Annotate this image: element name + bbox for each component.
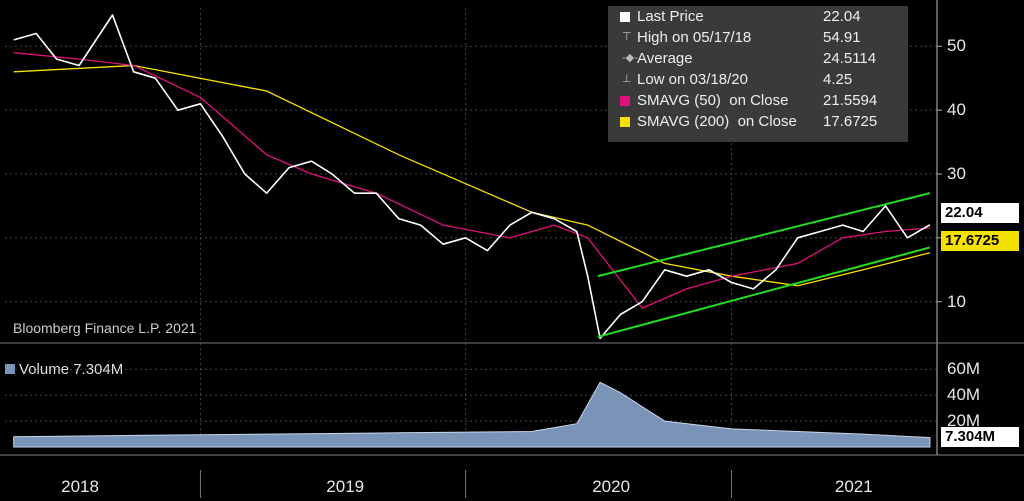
price-tick-label: 10 [947, 291, 966, 311]
volume-tick-label: 60M [947, 359, 981, 379]
trend-channel-lower-line [597, 246, 931, 338]
legend-sma50: SMAVG (50) on Close 21.5594 [608, 92, 908, 112]
average-marker-icon: -◆- [622, 52, 638, 64]
sma200-line [13, 64, 931, 287]
volume-tag: 7.304M [941, 427, 1019, 447]
year-tick-label: 2018 [61, 477, 99, 496]
sma50-line [13, 52, 930, 309]
high-marker-icon: ⊤ [622, 31, 632, 43]
volume-area [13, 381, 931, 448]
volume-legend: Volume 7.304M [5, 361, 123, 378]
legend-average: -◆- Average 24.5114 [622, 50, 877, 67]
legend-last-price: Last Price 22.04 [608, 8, 908, 28]
year-tick-label: 2019 [326, 477, 365, 496]
price-tick-label: 50 [947, 36, 966, 56]
legend-low: ⊥ Low on 03/18/20 4.25 [622, 71, 853, 88]
trend-channel [597, 192, 931, 338]
low-marker-icon: ⊥ [622, 73, 632, 85]
last-price-line [13, 14, 931, 340]
square-marker-icon [620, 12, 630, 22]
last-price-tag: 22.04 [941, 203, 1019, 223]
legend-box: Last Price 22.04 ⊤ High on 05/17/18 54.9… [608, 6, 908, 142]
legend-sma200: SMAVG (200) on Close 17.6725 [608, 113, 908, 133]
copyright-credit: Bloomberg Finance L.P. 2021 [13, 320, 197, 336]
sma200-tag: 17.6725 [941, 231, 1019, 251]
trend-channel-upper-line [597, 192, 931, 278]
square-marker-icon [620, 96, 630, 106]
price-tick-label: 40 [947, 100, 966, 120]
volume-tick-label: 20M [947, 411, 981, 431]
volume-series-area [13, 381, 931, 448]
price-tick-label: 30 [947, 164, 966, 183]
grid-lines [5, 8, 942, 447]
price-series [13, 14, 931, 340]
square-marker-icon [5, 364, 15, 374]
volume-tick-label: 40M [947, 385, 981, 405]
legend-high: ⊤ High on 05/17/18 54.91 [622, 29, 861, 46]
square-marker-icon [620, 117, 630, 127]
year-tick-label: 2020 [592, 477, 631, 496]
year-tick-label: 2021 [834, 477, 873, 496]
